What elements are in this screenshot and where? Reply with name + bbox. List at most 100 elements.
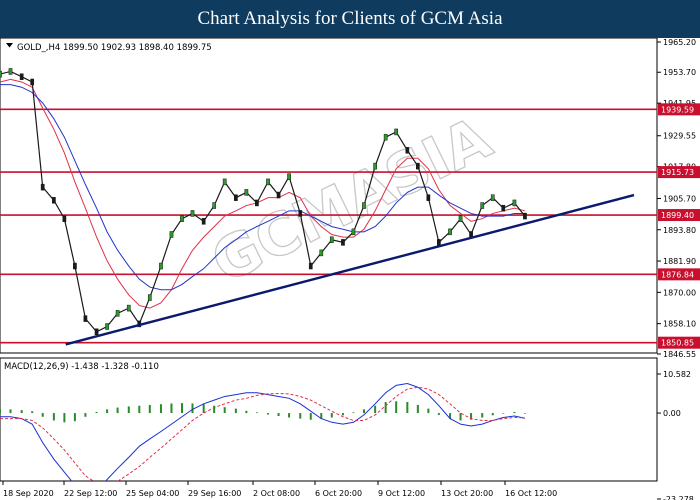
macd-histogram-bar: [106, 409, 109, 414]
price-axis-tick-label: 1893.80: [663, 226, 696, 235]
macd-histogram-bar: [449, 413, 452, 419]
price-point: [512, 199, 517, 207]
level-label: 1939.59: [661, 105, 694, 114]
time-axis-label: 6 Oct 20:00: [315, 489, 362, 498]
chart-banner-title: Chart Analysis for Clients of GCM Asia: [0, 0, 700, 38]
moving-average-line: [0, 84, 525, 291]
macd-histogram-bar: [470, 413, 473, 420]
price-point: [94, 328, 99, 336]
level-label: 1876.84: [661, 270, 694, 279]
level-label-box: [658, 166, 700, 179]
price-axis-tick-label: 1905.70: [663, 194, 696, 203]
price-line: [0, 70, 526, 333]
level-label-box: [658, 336, 700, 349]
macd-histogram-bar: [148, 404, 151, 414]
macd-histogram-bar: [502, 413, 505, 414]
price-point: [234, 194, 238, 201]
macd-histogram-bar: [138, 405, 141, 414]
macd-line: [0, 383, 526, 481]
macd-histogram-bar: [159, 404, 162, 414]
price-point: [383, 133, 388, 141]
macd-histogram-bar: [416, 404, 419, 414]
macd-histogram-bar: [234, 408, 237, 414]
price-point: [126, 304, 131, 312]
macd-histogram-bar: [320, 413, 323, 419]
price-point: [52, 197, 56, 204]
price-point: [159, 262, 163, 270]
macd-histogram-bar: [245, 410, 248, 414]
price-point: [298, 210, 303, 217]
macd-histogram-bar: [374, 405, 377, 414]
macd-panel-header: MACD(12,26,9) -1.438 -1.328 -0.110: [4, 362, 159, 372]
macd-histogram-bar: [406, 401, 409, 414]
macd-histogram-bar: [277, 413, 280, 417]
trend-line: [65, 193, 635, 346]
macd-axis-tick-label: -23.278: [663, 495, 694, 500]
macd-histogram-bar: [9, 409, 12, 414]
macd-histogram-bar: [127, 406, 130, 414]
price-point: [212, 202, 217, 209]
price-point: [222, 178, 227, 186]
price-point: [115, 310, 120, 317]
price-point: [329, 236, 334, 243]
time-axis-label: 16 Oct 12:00: [505, 489, 557, 498]
price-panel-header: GOLD_,H4 1899.50 1902.93 1898.40 1899.75: [17, 43, 212, 53]
price-axis-tick-label: 1881.90: [663, 257, 696, 266]
price-point: [480, 202, 485, 209]
price-point: [30, 78, 35, 86]
level-label-box: [658, 268, 700, 281]
macd-histogram-bar: [352, 412, 355, 414]
macd-histogram-bar: [362, 409, 365, 414]
time-axis-label: 13 Oct 20:00: [441, 489, 493, 498]
macd-histogram-bar: [481, 413, 484, 418]
moving-average-line: [0, 78, 526, 309]
price-point: [426, 194, 431, 201]
price-point: [405, 147, 410, 154]
price-point: [351, 228, 356, 236]
macd-histogram-bar: [437, 413, 440, 415]
price-point: [180, 215, 184, 222]
price-axis-tick-label: 1858.10: [663, 320, 696, 329]
macd-histogram-bar: [288, 413, 291, 418]
price-point: [458, 215, 463, 222]
macd-histogram-bar: [31, 411, 34, 414]
macd-histogram-bar: [180, 403, 183, 414]
time-axis-label: 18 Sep 2020: [3, 489, 54, 498]
price-axis-tick-label: 1953.70: [663, 68, 696, 77]
price-point: [523, 212, 527, 220]
price-point: [437, 239, 441, 246]
price-dropdown-icon[interactable]: [6, 43, 13, 48]
price-axis-tick-label: 1965.20: [663, 38, 696, 47]
macd-histogram-bar: [73, 413, 76, 422]
price-point: [287, 173, 291, 180]
price-point: [490, 194, 495, 201]
macd-axis-tick-label: 0.00: [663, 409, 681, 418]
macd-histogram-bar: [213, 405, 216, 414]
macd-histogram-bar: [63, 413, 66, 423]
price-panel-frame: [0, 38, 658, 354]
price-point: [362, 202, 366, 209]
macd-histogram-bar: [384, 401, 387, 414]
chart-area: GCMASIA 1965.201953.701941.951929.551917…: [0, 38, 700, 500]
macd-signal-line: [0, 386, 525, 481]
macd-histogram-bar: [20, 410, 23, 414]
macd-histogram-bar: [309, 413, 312, 420]
price-point: [501, 204, 506, 212]
macd-histogram-bar: [459, 413, 462, 421]
price-point: [147, 294, 152, 301]
macd-histogram-bar: [513, 411, 516, 414]
price-point: [416, 162, 420, 170]
macd-histogram-bar: [0, 409, 1, 414]
level-label: 1915.73: [661, 168, 694, 177]
price-axis-tick-label: 1846.55: [663, 350, 696, 359]
price-point: [0, 70, 2, 78]
price-point: [8, 68, 13, 75]
macd-histogram-bar: [170, 403, 173, 414]
macd-histogram-bar: [427, 408, 430, 414]
price-point: [19, 73, 24, 80]
macd-panel-frame: [0, 357, 658, 482]
macd-histogram-bar: [202, 404, 205, 414]
price-point: [201, 218, 206, 225]
price-axis-tick-label: 1929.55: [663, 132, 696, 141]
macd-histogram-bar: [299, 413, 302, 419]
